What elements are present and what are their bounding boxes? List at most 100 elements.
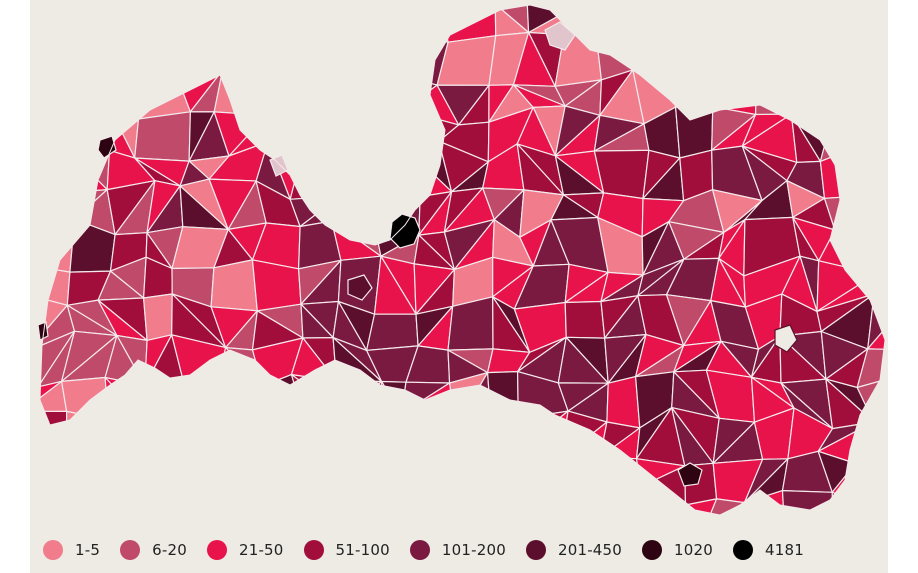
latvia-choropleth-map: [37, 4, 888, 573]
municipality-region: [40, 121, 80, 158]
municipality-region: [262, 75, 294, 118]
municipality-region: [260, 385, 306, 424]
municipality-region: [111, 69, 140, 120]
municipality-region: [669, 76, 714, 108]
municipality-region: [331, 195, 375, 223]
map-panel: [30, 0, 888, 573]
legend-swatch: [120, 540, 141, 560]
region-jelgava: [347, 274, 373, 301]
municipality-region: [109, 30, 145, 72]
legend-label: 21-50: [238, 541, 284, 559]
municipality-region: [864, 5, 885, 48]
municipality-region: [267, 116, 303, 155]
municipality-region: [40, 156, 64, 194]
municipality-region: [743, 7, 802, 33]
municipality-region: [818, 84, 873, 112]
legend-label: 101-200: [441, 541, 506, 559]
municipality-region: [865, 103, 885, 145]
municipality-region: [288, 483, 346, 515]
municipality-region: [290, 374, 345, 421]
municipality-region: [221, 458, 269, 501]
region-ventspils: [97, 135, 117, 159]
municipality-region: [146, 451, 188, 501]
municipality-region: [864, 504, 885, 515]
legend-swatch: [43, 540, 63, 560]
municipality-region: [343, 407, 384, 465]
municipality-region: [755, 65, 792, 116]
municipality-region: [111, 489, 148, 515]
municipality-region: [818, 29, 859, 86]
municipality-region: [857, 527, 888, 568]
municipality-region: [250, 422, 296, 456]
municipality-region: [40, 266, 71, 306]
municipality-region: [494, 484, 531, 515]
municipality-region: [743, 28, 802, 67]
municipality-region: [219, 373, 264, 411]
municipality-region: [449, 418, 492, 455]
municipality-region: [132, 64, 191, 120]
map-legend: 1-5 6-20 21-50 51-100 101-200 201-450 10…: [43, 537, 824, 563]
municipality-region: [666, 5, 713, 46]
municipality-region: [439, 5, 497, 43]
municipality-region: [400, 413, 452, 455]
legend-swatch: [733, 540, 754, 560]
municipality-region: [789, 65, 835, 115]
legend-label: 4181: [765, 541, 805, 559]
region-daugavpils: [677, 462, 703, 487]
municipality-region: [643, 5, 669, 47]
municipality-region: [453, 482, 496, 515]
municipality-region: [64, 5, 112, 48]
municipality-region: [221, 449, 269, 486]
municipality-region: [146, 465, 188, 502]
municipality-region: [221, 409, 262, 460]
municipality-region: [172, 32, 224, 71]
municipality-region: [598, 485, 642, 515]
municipality-region: [789, 29, 832, 86]
municipality-region: [139, 5, 189, 34]
municipality-region: [111, 458, 148, 501]
municipality-region: [789, 29, 832, 67]
municipality-region: [556, 456, 607, 499]
municipality-region: [818, 79, 873, 105]
municipality-region: [825, 538, 870, 573]
region-liepaja: [37, 321, 49, 341]
municipality-region: [368, 37, 414, 86]
municipality-region: [556, 456, 601, 493]
municipality-region: [342, 36, 381, 86]
municipality-region: [109, 5, 145, 48]
municipality-region: [179, 5, 218, 37]
municipality-region: [665, 498, 718, 515]
municipality-region: [219, 484, 269, 515]
municipality-region: [857, 65, 885, 116]
municipality-region: [855, 411, 885, 465]
municipality-region: [368, 37, 414, 86]
municipality-region: [66, 410, 115, 460]
municipality-region: [830, 29, 866, 81]
municipality-region: [104, 376, 151, 425]
legend-label: 1020: [674, 541, 714, 559]
municipality-region: [288, 453, 325, 485]
municipality-region: [262, 31, 301, 77]
municipality-region: [864, 449, 885, 506]
municipality-region: [301, 109, 340, 162]
legend-item-4181: 4181: [733, 540, 804, 560]
municipality-region: [149, 423, 183, 453]
municipality-region: [331, 220, 382, 261]
municipality-region: [292, 5, 344, 38]
legend-swatch: [525, 540, 546, 560]
municipality-region: [181, 373, 225, 427]
municipality-region: [288, 456, 346, 495]
municipality-region: [703, 28, 745, 83]
municipality-region: [341, 69, 378, 113]
municipality-region: [132, 30, 181, 72]
municipality-region: [376, 75, 404, 113]
municipality-region: [292, 69, 343, 118]
municipality-region: [109, 5, 141, 48]
municipality-region: [666, 35, 706, 83]
municipality-region: [338, 109, 378, 145]
municipality-region: [743, 28, 791, 82]
municipality-region: [40, 485, 64, 515]
municipality-region: [831, 491, 871, 515]
legend-label: 51-100: [335, 541, 390, 559]
municipality-region: [599, 456, 642, 499]
